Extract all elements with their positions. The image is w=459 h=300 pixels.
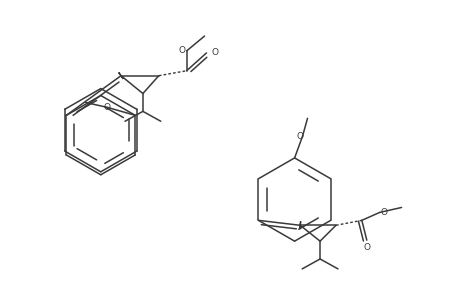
Polygon shape [299, 221, 300, 229]
Text: O: O [211, 48, 218, 57]
Text: O: O [296, 132, 303, 141]
Text: O: O [178, 46, 185, 56]
Text: O: O [363, 243, 369, 252]
Text: O: O [104, 103, 111, 112]
Text: O: O [380, 208, 387, 217]
Polygon shape [118, 73, 123, 79]
